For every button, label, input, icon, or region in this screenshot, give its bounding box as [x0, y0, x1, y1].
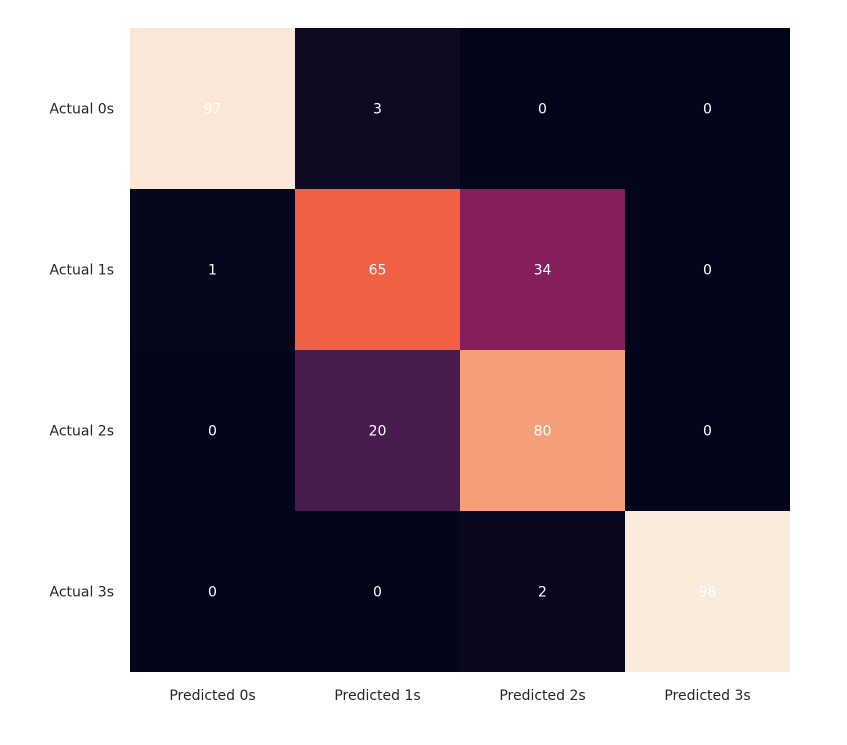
heatmap-cell-r2-c2 [460, 350, 625, 511]
cell-value-r2-c3: 0 [703, 424, 712, 440]
cell-value-r1-c1: 65 [369, 263, 387, 279]
cell-value-r1-c0: 1 [208, 263, 217, 279]
heatmap-cell-r3-c1 [295, 511, 460, 672]
cell-value-r3-c3: 98 [699, 585, 717, 601]
y-tick-label: Actual 1s [49, 263, 114, 279]
heatmap-cell-r0-c1 [295, 28, 460, 189]
cell-annotations: 97 3 0 0 1 65 34 0 0 20 80 0 0 0 2 98 [204, 102, 717, 601]
x-tick-label: Predicted 3s [664, 688, 750, 704]
cell-value-r1-c3: 0 [703, 263, 712, 279]
cell-value-r3-c2: 2 [538, 585, 547, 601]
heatmap-cell-r2-c1 [295, 350, 460, 511]
heatmap-cell-r0-c2 [460, 28, 625, 189]
y-axis-tick-labels: Actual 0s Actual 1s Actual 2s Actual 3s [49, 102, 114, 601]
heatmap-cell-r1-c2 [460, 189, 625, 350]
heatmap-cell-r1-c3 [625, 189, 790, 350]
cell-value-r3-c0: 0 [208, 585, 217, 601]
y-tick-label: Actual 0s [49, 102, 114, 118]
cell-value-r0-c3: 0 [703, 102, 712, 118]
heatmap-cell-r0-c0 [130, 28, 295, 189]
heatmap-cell-r2-c3 [625, 350, 790, 511]
x-tick-label: Predicted 1s [334, 688, 420, 704]
cell-value-r2-c1: 20 [369, 424, 387, 440]
heatmap-cell-r2-c0 [130, 350, 295, 511]
heatmap-cell-r3-c0 [130, 511, 295, 672]
heatmap-cells [130, 28, 790, 672]
cell-value-r2-c0: 0 [208, 424, 217, 440]
heatmap-cell-r1-c1 [295, 189, 460, 350]
x-tick-label: Predicted 0s [169, 688, 255, 704]
heatmap-cell-r0-c3 [625, 28, 790, 189]
y-tick-label: Actual 3s [49, 585, 114, 601]
x-tick-label: Predicted 2s [499, 688, 585, 704]
heatmap-cell-r3-c3 [625, 511, 790, 672]
cell-value-r2-c2: 80 [534, 424, 552, 440]
cell-value-r0-c2: 0 [538, 102, 547, 118]
cell-value-r1-c2: 34 [534, 263, 552, 279]
x-axis-tick-labels: Predicted 0s Predicted 1s Predicted 2s Pred… [169, 688, 750, 704]
cell-value-r3-c1: 0 [373, 585, 382, 601]
heatmap-cell-r1-c0 [130, 189, 295, 350]
cell-value-r0-c1: 3 [373, 102, 382, 118]
heatmap-cell-r3-c2 [460, 511, 625, 672]
y-tick-label: Actual 2s [49, 424, 114, 440]
cell-value-r0-c0: 97 [204, 102, 222, 118]
